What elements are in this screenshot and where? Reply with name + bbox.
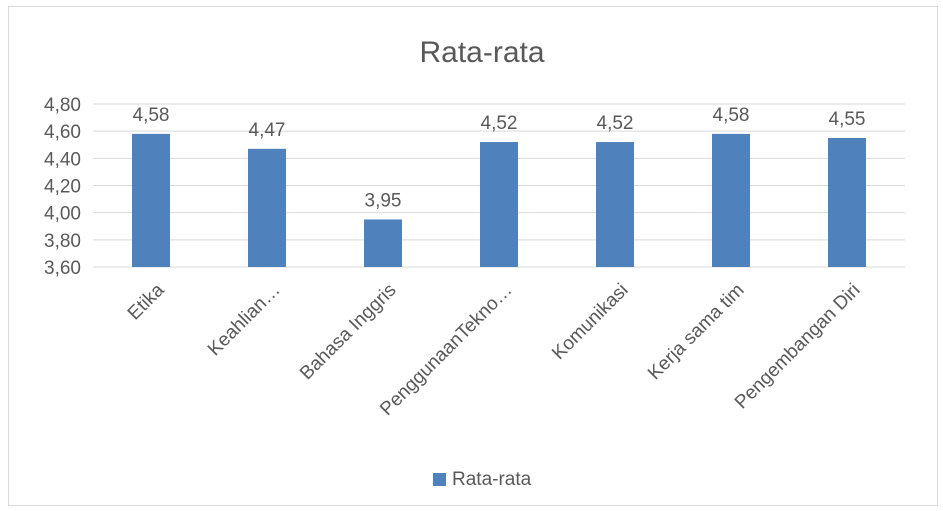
legend: Rata-rata [433,469,532,490]
legend-label: Rata-rata [452,469,532,490]
data-label: 4,52 [481,113,518,134]
y-tick-label: 4,40 [44,149,81,170]
x-axis-ticks: Etika Keahlian… Bahasa InggrisPenggunaanTe… [124,279,865,420]
y-tick-label: 4,80 [44,95,81,116]
x-tick-label: Komunikasi [548,280,632,364]
data-label: 4,47 [249,120,286,141]
data-labels: 4,58 4,47 3,95 4,52 4,52 4,58 4,55 [133,105,866,212]
bar [248,148,286,267]
y-tick-label: 3,60 [44,258,81,279]
legend-swatch [433,473,446,486]
bar [828,137,866,267]
y-tick-label: 3,80 [44,231,81,252]
bar [364,219,402,267]
x-tick-label: Keahlian… [204,280,285,361]
x-tick-label: Kerja sama tim [644,280,748,384]
bars [132,133,866,267]
data-label: 4,58 [713,105,750,126]
bar [132,133,170,267]
x-tick-label: Etika [124,279,169,324]
data-label: 4,52 [597,113,634,134]
x-tick-label: Bahasa Inggris [296,280,400,384]
y-tick-label: 4,60 [44,122,81,143]
x-tick-label: Pengembangan Diri [731,280,865,414]
bar [596,142,634,267]
bar [712,133,750,267]
bar [480,142,518,267]
x-tick-label: PenggunaanTekno… [376,280,516,420]
data-label: 4,58 [133,105,170,126]
y-tick-label: 4,00 [44,204,81,225]
y-axis-ticks: 3,60 3,80 4,00 4,20 4,40 4,60 4,80 [44,95,81,279]
data-label: 3,95 [365,190,402,211]
data-label: 4,55 [829,109,866,130]
y-tick-label: 4,20 [44,177,81,198]
chart-title: Rata-rata [419,36,544,69]
